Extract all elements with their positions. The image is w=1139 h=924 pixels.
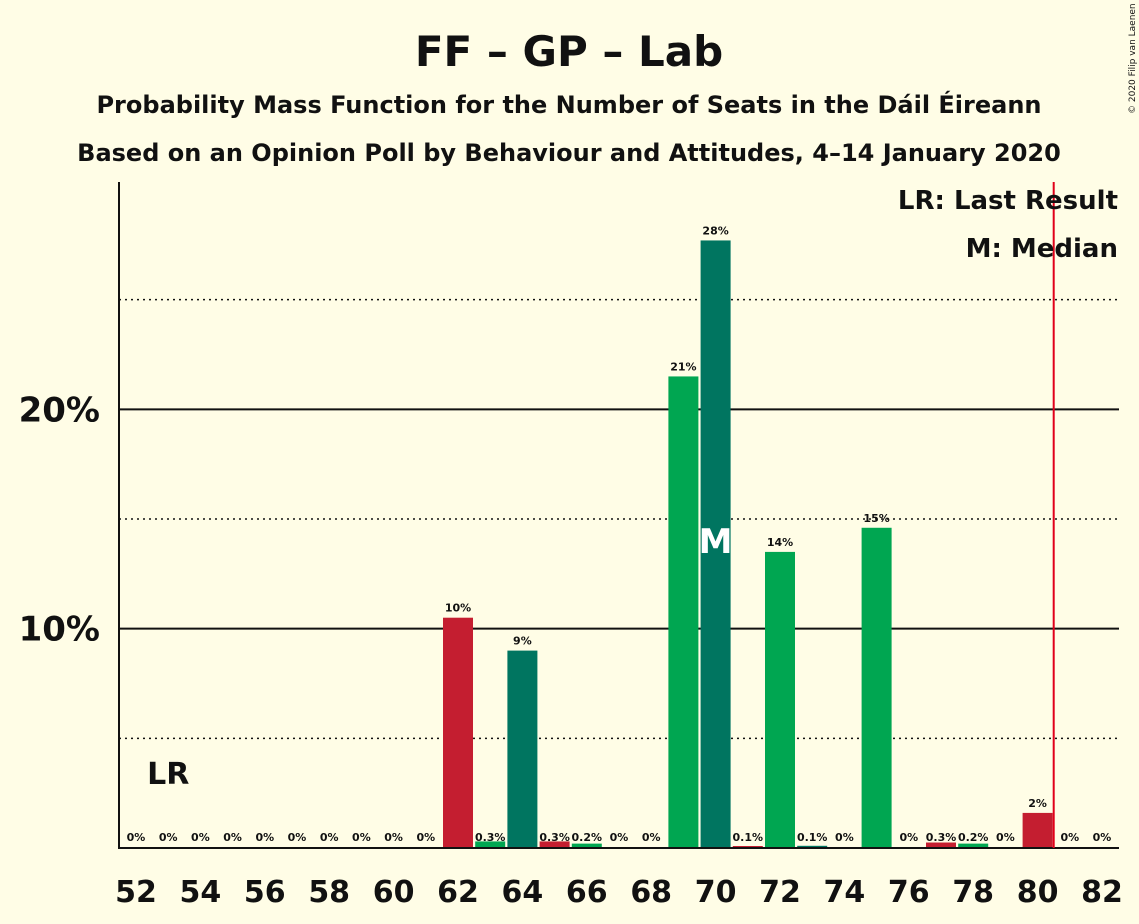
- data-label-seat-60: 0%: [384, 831, 403, 844]
- data-label-seat-81: 0%: [1060, 831, 1079, 844]
- data-label-seat-63: 0.3%: [475, 831, 506, 844]
- data-label-seat-62: 10%: [445, 602, 471, 615]
- data-label-seat-73: 0.1%: [797, 831, 828, 844]
- data-label-seat-61: 0%: [416, 831, 435, 844]
- data-label-seat-54: 0%: [191, 831, 210, 844]
- y-tick-20: 20%: [19, 390, 100, 430]
- x-tick-62: 62: [437, 875, 479, 910]
- x-tick-60: 60: [373, 875, 415, 910]
- data-label-seat-77: 0.3%: [926, 831, 957, 844]
- data-label-seat-69: 21%: [670, 360, 696, 373]
- data-label-seat-78: 0.2%: [958, 831, 989, 844]
- data-label-seat-67: 0%: [610, 831, 629, 844]
- x-tick-52: 52: [115, 875, 157, 910]
- bar-seat-78: [958, 843, 989, 848]
- data-label-seat-79: 0%: [996, 831, 1015, 844]
- bar-seat-62: [443, 617, 473, 848]
- y-tick-10: 10%: [19, 610, 100, 650]
- median-marker: M: [699, 522, 733, 562]
- last-result-marker: LR: [147, 757, 189, 792]
- x-tick-68: 68: [630, 875, 672, 910]
- data-label-seat-52: 0%: [127, 831, 146, 844]
- data-label-seat-55: 0%: [223, 831, 242, 844]
- bar-seat-64: [507, 650, 538, 848]
- legend-last-result: LR: Last Result: [898, 186, 1118, 216]
- bar-seat-77: [926, 842, 956, 848]
- bar-seat-80: [1022, 812, 1053, 848]
- bars: [443, 240, 1053, 849]
- bar-seat-72: [765, 551, 795, 848]
- bar-seat-70: [700, 240, 731, 849]
- x-tick-78: 78: [952, 875, 994, 910]
- chart-subtitle-poll: Based on an Opinion Poll by Behaviour an…: [77, 139, 1061, 167]
- bar-seat-66: [571, 843, 602, 848]
- x-tick-80: 80: [1017, 875, 1059, 910]
- bar-seat-63: [475, 841, 506, 848]
- data-label-seat-71: 0.1%: [733, 831, 764, 844]
- copyright-note: © 2020 Filip van Laenen: [1128, 3, 1138, 114]
- data-label-seat-75: 15%: [863, 512, 889, 525]
- x-tick-56: 56: [244, 875, 286, 910]
- x-axis-ticks: 52 54 56 58 60 62 64 66 68 70 72 74 76 78 80 82: [115, 875, 1123, 910]
- x-tick-54: 54: [180, 875, 222, 910]
- legend-median: M: Median: [966, 234, 1118, 264]
- data-label-seat-68: 0%: [642, 831, 661, 844]
- data-label-seat-80: 2%: [1028, 797, 1047, 810]
- data-label-seat-59: 0%: [352, 831, 371, 844]
- bar-seat-69: [668, 376, 699, 848]
- data-label-seat-72: 14%: [767, 536, 793, 549]
- data-label-seat-56: 0%: [255, 831, 274, 844]
- data-label-seat-82: 0%: [1093, 831, 1112, 844]
- data-label-seat-74: 0%: [835, 831, 854, 844]
- x-tick-64: 64: [502, 875, 544, 910]
- data-label-seat-65: 0.3%: [539, 831, 570, 844]
- data-label-seat-66: 0.2%: [572, 831, 603, 844]
- data-label-seat-70: 28%: [702, 224, 728, 237]
- x-tick-66: 66: [566, 875, 608, 910]
- data-label-seat-58: 0%: [320, 831, 339, 844]
- gridlines: [119, 298, 1119, 740]
- bar-seat-73: [797, 845, 828, 848]
- x-tick-58: 58: [308, 875, 350, 910]
- chart-subtitle: Probability Mass Function for the Number…: [96, 90, 1041, 119]
- data-labels: 0% 0% 0% 0% 0% 0% 0% 0% 0% 0%10%0.3%9%0.3% 0.2% 0% 0…: [127, 224, 1112, 844]
- x-tick-74: 74: [824, 875, 866, 910]
- x-tick-72: 72: [759, 875, 801, 910]
- x-tick-70: 70: [695, 875, 737, 910]
- bar-seat-65: [539, 841, 570, 848]
- data-label-seat-76: 0%: [899, 831, 918, 844]
- data-label-seat-53: 0%: [159, 831, 178, 844]
- data-label-seat-64: 9%: [513, 635, 532, 648]
- data-label-seat-57: 0%: [288, 831, 307, 844]
- bar-seat-75: [861, 527, 892, 848]
- chart-title: FF – GP – Lab: [415, 27, 723, 76]
- y-axis-ticks: 10% 20%: [19, 390, 100, 649]
- x-tick-76: 76: [888, 875, 930, 910]
- x-tick-82: 82: [1081, 875, 1123, 910]
